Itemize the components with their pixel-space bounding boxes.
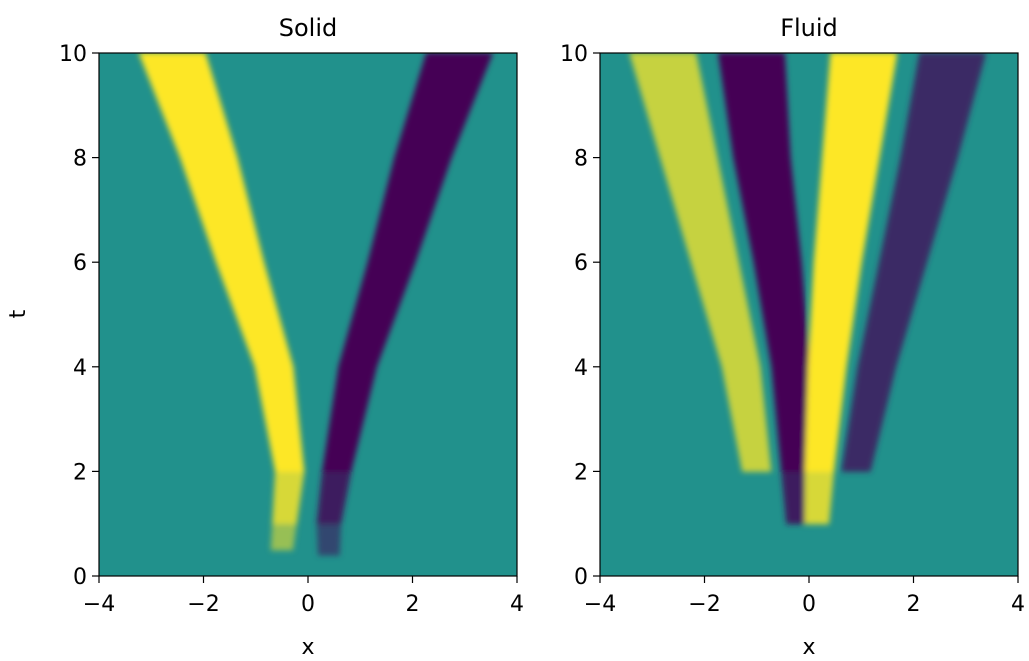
heatmap-band-negative-1-seg-4 <box>718 53 791 159</box>
heatmap-band-negative-1-seg-0 <box>316 523 342 556</box>
y-tick-label: 4 <box>73 356 87 381</box>
y-tick-label: 0 <box>73 565 87 590</box>
y-tick-label: 6 <box>73 251 87 276</box>
x-tick-label: 0 <box>301 592 315 617</box>
x-tick-label: 0 <box>802 592 816 617</box>
x-tick-label: −2 <box>187 592 219 617</box>
y-tick-label: 4 <box>574 356 588 381</box>
y-axis: 0 2 4 6 8 10 <box>560 42 600 590</box>
x-tick-label: −2 <box>688 592 720 617</box>
heatmap-band-positive-0-seg-5 <box>138 53 238 159</box>
x-axis-label: x <box>802 635 815 660</box>
heatmap-band-negative-1-seg-5 <box>394 53 493 159</box>
panel-title: Fluid <box>780 14 838 42</box>
panel-title: Solid <box>279 14 338 42</box>
y-tick-label: 6 <box>574 251 588 276</box>
y-tick-label: 10 <box>560 42 588 67</box>
heatmap-area <box>138 53 493 556</box>
panel-solid: Solid −4 −2 0 2 4 0 2 4 6 8 10 x t <box>6 14 524 660</box>
y-tick-label: 10 <box>59 42 87 67</box>
x-axis-label: x <box>301 635 314 660</box>
heatmap-area <box>629 53 987 525</box>
y-tick-label: 8 <box>574 147 588 172</box>
x-tick-label: 4 <box>510 592 524 617</box>
heatmap-band-positive-2-seg-4 <box>822 53 898 159</box>
heatmap-band-positive-0-seg-3 <box>629 53 718 159</box>
x-axis: −4 −2 0 2 4 <box>584 576 1025 617</box>
panel-fluid: Fluid −4 −2 0 2 4 0 2 4 6 8 10 x <box>560 14 1025 660</box>
x-tick-label: 2 <box>406 592 420 617</box>
x-axis: −4 −2 0 2 4 <box>83 576 524 617</box>
y-tick-label: 2 <box>574 460 588 485</box>
heatmap-band-negative-3-seg-3 <box>900 53 987 159</box>
y-axis-label: t <box>6 309 31 318</box>
heatmap-band-positive-2-seg-0 <box>804 470 835 525</box>
y-axis: 0 2 4 6 8 10 <box>59 42 99 590</box>
y-tick-label: 2 <box>73 460 87 485</box>
heatmap-band-positive-0-seg-0 <box>270 523 297 551</box>
y-tick-label: 8 <box>73 147 87 172</box>
x-tick-label: 4 <box>1011 592 1025 617</box>
x-tick-label: 2 <box>907 592 921 617</box>
x-tick-label: −4 <box>83 592 115 617</box>
x-tick-label: −4 <box>584 592 616 617</box>
y-tick-label: 0 <box>574 565 588 590</box>
